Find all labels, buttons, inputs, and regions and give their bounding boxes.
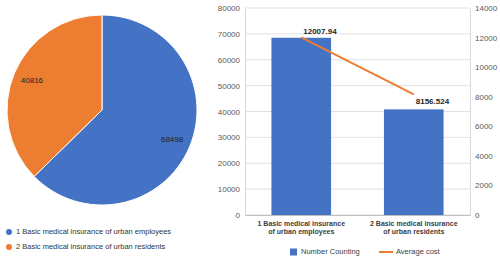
legend-label: 1 Basic medical insurance of urban emplo… (16, 227, 171, 236)
grid (245, 8, 470, 215)
legend-label: Average cost (396, 247, 441, 256)
axis: 0 10000 20000 30000 40000 50000 60000 70000 8000… (218, 4, 246, 220)
tick: 20000 (218, 159, 245, 168)
bar (384, 109, 444, 215)
tick-label: 30000 (218, 133, 241, 142)
chart-canvas: 68498 40816 1 Basic medical insurance of u… (0, 0, 500, 260)
tick: 40000 (218, 108, 245, 117)
tick-label: 12000 (475, 34, 498, 43)
tick: 30000 (218, 133, 245, 142)
data-label: 68498 (161, 135, 184, 144)
tick-label: 2000 (475, 181, 493, 190)
legend-label: Number Counting (301, 247, 360, 256)
axis: 0 2000 4000 6000 8000 10000 12000 14000 (470, 4, 498, 220)
tick: 2000 (470, 181, 493, 190)
tick: 6000 (470, 122, 493, 131)
bar (271, 38, 331, 215)
tick: 70000 (218, 30, 245, 39)
grid-line (245, 33, 470, 34)
tick: 14000 (470, 4, 498, 13)
tick-label: 2 Basic medical insuranceof urban reside… (370, 220, 458, 235)
legend-marker (6, 244, 12, 250)
tick: 4000 (470, 152, 493, 161)
data-label: 40816 (21, 76, 44, 85)
pie: 68498 40816 (7, 15, 197, 205)
legend-marker (6, 229, 12, 235)
tick-label: 6000 (475, 122, 493, 131)
legend: Number Counting Average cost (290, 247, 441, 256)
tick: 0 (236, 211, 245, 220)
tick-label: 8000 (475, 93, 493, 102)
tick-label: 0 (236, 211, 241, 220)
tick-label: 20000 (218, 159, 241, 168)
tick-label: 50000 (218, 82, 241, 91)
tick: 10000 (470, 63, 498, 72)
tick: 1 Basic medical insuranceof urban employ… (257, 215, 345, 236)
tick-label: 70000 (218, 30, 241, 39)
tick-label: 80000 (218, 4, 241, 13)
grid-line (245, 8, 470, 9)
tick-label: 10000 (475, 63, 498, 72)
tick-label: 40000 (218, 108, 241, 117)
tick: 10000 (218, 185, 245, 194)
axis-line (245, 9, 246, 216)
data-labels: 12007.94 8156.524 (303, 27, 449, 106)
legend-marker (379, 251, 393, 253)
data-label: 12007.94 (303, 27, 337, 36)
legend-label: 2 Basic medical insurance of urban resid… (16, 242, 165, 251)
data-label: 8156.524 (416, 97, 450, 106)
axis-line (246, 215, 471, 216)
tick-label: 0 (475, 211, 480, 220)
tick-label: 10000 (218, 185, 241, 194)
tick: 2 Basic medical insuranceof urban reside… (370, 215, 458, 235)
tick: 60000 (218, 56, 245, 65)
axis: 1 Basic medical insuranceof urban employ… (246, 215, 471, 236)
tick-label: 4000 (475, 152, 493, 161)
tick-label: 60000 (218, 56, 241, 65)
tick: 50000 (218, 82, 245, 91)
plot-area (271, 37, 443, 215)
axis-line (470, 9, 471, 216)
tick: 12000 (470, 34, 498, 43)
tick-label: 14000 (475, 4, 498, 13)
legend-marker (290, 249, 297, 256)
tick: 80000 (218, 4, 245, 13)
tick: 0 (470, 211, 480, 220)
tick: 8000 (470, 93, 493, 102)
line (301, 37, 414, 94)
legend: 1 Basic medical insurance of urban emplo… (6, 227, 171, 251)
tick-label: 1 Basic medical insuranceof urban employ… (257, 220, 345, 236)
pie-slice (7, 15, 102, 176)
